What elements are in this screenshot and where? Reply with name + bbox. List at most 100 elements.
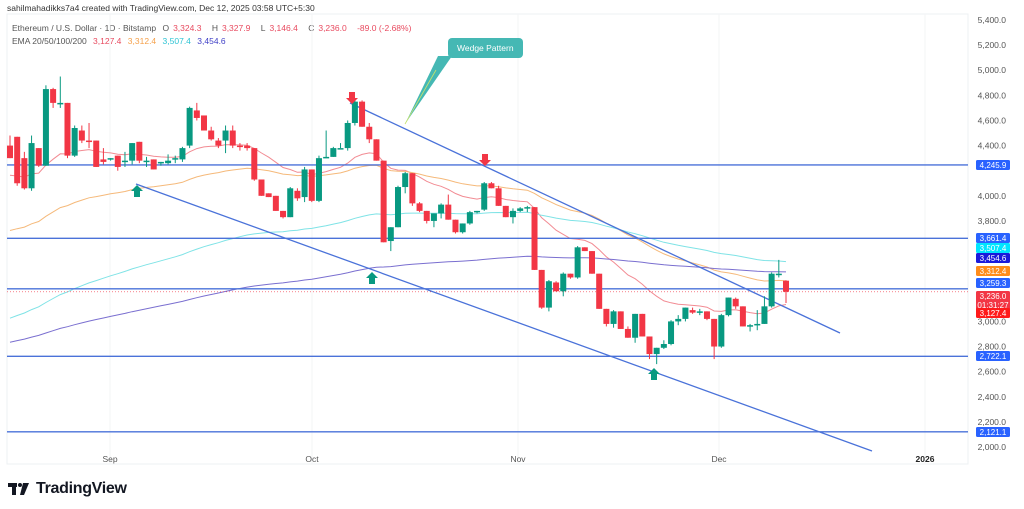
candle-body	[330, 148, 337, 157]
support-resistance-lines[interactable]	[7, 164, 968, 433]
ema20-value: 3,127.4	[93, 36, 122, 46]
down-arrow-icon	[479, 154, 491, 166]
candle-body	[675, 318, 682, 322]
price-tags: 4,245.9 3,661.43,507.43,454.6 3,312.4 3,259…	[976, 160, 1010, 437]
ema-line	[9, 255, 787, 343]
candle-body	[373, 139, 380, 161]
candle-body	[265, 193, 272, 198]
price-tag	[976, 233, 1010, 243]
ema100-value: 3,507.4	[162, 36, 191, 46]
ema-lines	[9, 144, 787, 343]
svg-text:3,507.4: 3,507.4	[980, 244, 1007, 253]
callout-pointer	[405, 56, 452, 124]
candle-body	[632, 313, 639, 338]
svg-text:3,259.3: 3,259.3	[980, 279, 1007, 288]
svg-text:01:31:27: 01:31:27	[977, 301, 1009, 310]
candle-body	[567, 273, 574, 278]
candle-body	[639, 313, 646, 337]
candle-body	[653, 347, 660, 355]
price-tick: 4,800.0	[978, 90, 1007, 100]
candle-body	[732, 298, 739, 307]
candle-body	[553, 282, 560, 292]
brand-name: TradingView	[36, 480, 127, 497]
svg-text:2,722.1: 2,722.1	[980, 352, 1007, 361]
tradingview-logo[interactable]: TradingView	[8, 480, 127, 498]
candle-body	[531, 207, 538, 270]
candle-body	[359, 101, 366, 127]
candle-body	[538, 269, 545, 308]
price-tick: 4,000.0	[978, 191, 1007, 201]
candle-body	[280, 210, 287, 218]
candle-body	[71, 128, 78, 156]
candlesticks	[7, 76, 789, 365]
candle-body	[466, 212, 473, 224]
down-arrow-icon	[346, 92, 358, 104]
time-axis[interactable]: Sep Oct Nov Dec 2026	[102, 454, 934, 464]
candle-body	[315, 158, 322, 201]
candle-body	[416, 203, 423, 211]
price-axis[interactable]: 5,400.0 5,200.0 5,000.0 4,800.0 4,600.0 4,400…	[978, 15, 1007, 452]
price-tick: 3,000.0	[978, 316, 1007, 326]
candle-body	[517, 208, 524, 211]
candle-body	[689, 310, 696, 313]
candle-body	[366, 126, 373, 140]
price-tick: 3,800.0	[978, 216, 1007, 226]
candle-body	[402, 173, 409, 188]
symbol-line: Ethereum / U.S. Dollar · 1D · Bitstamp O…	[12, 22, 415, 35]
candle-body	[64, 102, 71, 156]
candle-body	[21, 158, 28, 189]
ema-title[interactable]: EMA 20/50/100/200	[12, 36, 87, 46]
candle-body	[337, 148, 344, 150]
candle-body	[50, 89, 57, 103]
candle-body	[430, 213, 437, 221]
candle-body	[86, 140, 93, 143]
price-tag	[976, 278, 1010, 288]
candle-body	[488, 183, 495, 189]
candle-body	[624, 328, 631, 338]
candle-body	[301, 169, 308, 198]
ema-line: EMA 20/50/100/200 3,127.4 3,312.4 3,507.…	[12, 35, 415, 48]
ema200-value: 3,454.6	[197, 36, 226, 46]
candle-body	[179, 148, 186, 160]
price-tick: 4,600.0	[978, 115, 1007, 125]
price-tick: 5,000.0	[978, 65, 1007, 75]
candle-body	[545, 281, 552, 308]
candle-body	[775, 273, 782, 276]
candle-body	[574, 247, 581, 278]
svg-text:3,661.4: 3,661.4	[980, 234, 1007, 243]
price-tag	[976, 160, 1010, 170]
candle-body	[323, 156, 330, 159]
candle-body	[696, 311, 703, 313]
candle-body	[136, 141, 143, 161]
ohlc-high: H 3,327.9	[211, 23, 251, 33]
wedge-pattern-callout[interactable]: Wedge Pattern	[448, 38, 523, 58]
price-tag	[976, 266, 1010, 276]
candle-body	[754, 323, 761, 326]
up-arrow-icon	[648, 368, 660, 380]
ohlc-open: O 3,324.3	[162, 23, 202, 33]
candle-body	[423, 210, 430, 221]
candle-body	[395, 187, 401, 228]
price-tick: 2,000.0	[978, 442, 1007, 452]
svg-text:4,245.9: 4,245.9	[980, 161, 1007, 170]
candle-body	[272, 195, 279, 211]
candle-body	[100, 159, 107, 162]
symbol-title[interactable]: Ethereum / U.S. Dollar · 1D · Bitstamp	[12, 23, 157, 33]
candle-body	[509, 210, 516, 218]
price-tag	[976, 243, 1010, 253]
price-tick: 5,200.0	[978, 40, 1007, 50]
wedge-trendlines[interactable]	[135, 102, 873, 452]
candle-body	[459, 223, 466, 233]
candle-body	[610, 311, 617, 324]
candle-body	[718, 315, 725, 347]
candle-body	[157, 161, 164, 164]
svg-text:3,127.4: 3,127.4	[980, 309, 1007, 318]
candle-body	[739, 306, 746, 327]
candle-body	[668, 321, 675, 345]
candle-body	[524, 207, 531, 209]
candle-body	[502, 205, 509, 218]
candle-body	[14, 136, 21, 184]
price-tag	[976, 351, 1010, 361]
candle-body	[107, 158, 114, 160]
